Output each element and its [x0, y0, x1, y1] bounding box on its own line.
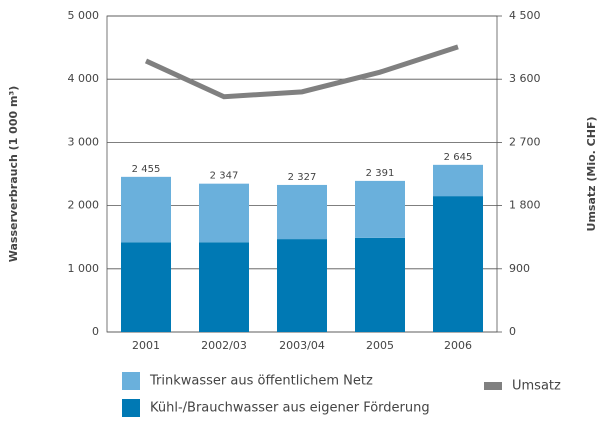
legend-label: Umsatz [512, 379, 561, 394]
bar [355, 237, 405, 332]
bar [433, 196, 483, 332]
y-tick-label: 2 000 [68, 199, 100, 212]
bar [199, 183, 249, 243]
y2-tick-label: 0 [509, 325, 516, 338]
bar [121, 242, 171, 332]
y2-tick-label: 900 [509, 262, 530, 275]
y-tick-label: 1 000 [68, 262, 100, 275]
y2-tick-label: 3 600 [509, 72, 541, 85]
y2-tick-label: 4 500 [509, 9, 541, 22]
legend-label: Trinkwasser aus öffentlichem Netz [149, 374, 373, 389]
y-axis-label: Wasserverbrauch (1 000 m³) [7, 86, 20, 263]
x-tick-label: 2006 [444, 339, 472, 352]
y2-tick-label: 1 800 [509, 199, 541, 212]
legend-swatch [122, 399, 140, 417]
x-tick-label: 2005 [366, 339, 394, 352]
bar [199, 242, 249, 332]
bar [121, 176, 171, 243]
bar [355, 180, 405, 238]
y2-tick-label: 2 700 [509, 135, 541, 148]
bar [277, 239, 327, 332]
y-tick-label: 4 000 [68, 72, 100, 85]
legend-swatch [122, 372, 140, 390]
legend-swatch [484, 382, 502, 390]
y-tick-label: 3 000 [68, 135, 100, 148]
x-tick-label: 2002/03 [201, 339, 247, 352]
line [144, 44, 459, 100]
bar [277, 184, 327, 240]
x-tick-label: 2001 [132, 339, 160, 352]
legend-label: Kühl-/Brauchwasser aus eigener Förderung [150, 401, 430, 416]
x-tick-label: 2003/04 [279, 339, 325, 352]
y-tick-label: 0 [92, 325, 99, 338]
bar [433, 164, 483, 197]
total-label: 2 327 [288, 172, 317, 183]
total-label: 2 347 [210, 171, 239, 182]
total-label: 2 455 [132, 164, 161, 175]
total-label: 2 645 [444, 152, 473, 163]
y2-axis-label: Umsatz (Mio. CHF) [585, 117, 598, 232]
y-tick-label: 5 000 [68, 9, 100, 22]
total-label: 2 391 [366, 168, 395, 179]
